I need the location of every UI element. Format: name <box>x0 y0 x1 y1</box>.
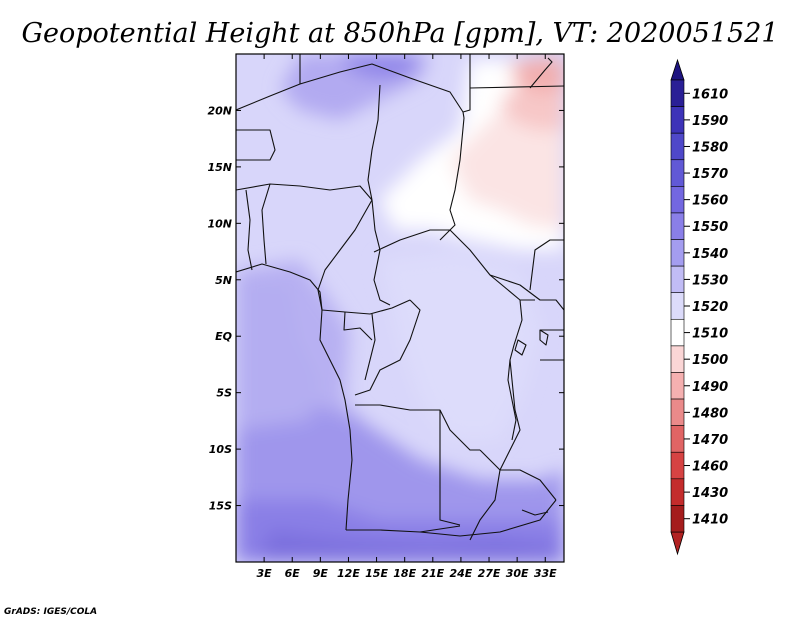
colorbar-label: 1540 <box>692 247 728 262</box>
colorbar-top-arrow <box>670 58 685 81</box>
colorbar-label: 1490 <box>692 380 728 395</box>
colorbar-swatch <box>670 478 685 506</box>
map-frame <box>235 53 565 563</box>
lon-tick-label: 12E <box>337 567 360 580</box>
colorbar-swatch <box>670 505 685 533</box>
colorbar-label: 1570 <box>692 167 728 182</box>
colorbar-swatch <box>670 345 685 373</box>
colorbar-label: 1480 <box>692 406 728 421</box>
lon-tick-label: 33E <box>534 567 557 580</box>
lon-tick-label: 21E <box>421 567 444 580</box>
lon-tick-label: 15E <box>365 567 388 580</box>
colorbar-swatch <box>670 398 685 426</box>
colorbar-swatch <box>670 159 685 187</box>
colorbar-swatch <box>670 318 685 347</box>
colorbar-label: 1460 <box>692 460 728 475</box>
colorbar-swatch <box>670 451 685 480</box>
lat-tick-label: 20N <box>207 104 232 117</box>
lon-tick-label: 18E <box>393 567 416 580</box>
colorbar-label: 1520 <box>692 300 728 315</box>
colorbar-label: 1580 <box>692 140 728 155</box>
colorbar-label: 1510 <box>692 327 728 342</box>
lon-tick-label: 6E <box>285 567 301 580</box>
colorbar-label: 1500 <box>692 353 728 368</box>
colorbar-swatch <box>670 239 685 267</box>
lat-tick-label: 5S <box>216 387 232 400</box>
lon-tick-label: 3E <box>257 567 273 580</box>
colorbar-swatch <box>670 106 685 134</box>
lon-tick-label: 24E <box>450 567 473 580</box>
colorbar-label: 1410 <box>692 513 728 528</box>
lat-tick-label: 5N <box>215 274 232 287</box>
height-field <box>236 54 564 562</box>
lon-tick-label: 30E <box>506 567 529 580</box>
lat-tick-label: 15N <box>207 161 232 174</box>
colorbar-swatch <box>670 132 685 161</box>
longitude-axis: 3E 6E 9E 12E 15E 18E 21E 24E 27E 30E 33E <box>257 54 557 580</box>
colorbar-swatch <box>670 425 685 453</box>
map-title: Geopotential Height at 850hPa [gpm], VT:… <box>21 18 778 49</box>
colorbar-swatch <box>670 212 685 240</box>
colorbar-bottom-arrow <box>670 531 685 556</box>
colorbar-label: 1550 <box>692 220 728 235</box>
colorbar-label: 1530 <box>692 273 728 288</box>
lat-tick-label: EQ <box>215 330 232 343</box>
colorbar-swatch <box>670 265 685 294</box>
lat-tick-label: 15S <box>209 500 232 513</box>
colorbar-label: 1560 <box>692 194 728 209</box>
lon-tick-label: 27E <box>478 567 501 580</box>
colorbar-label: 1470 <box>692 433 728 448</box>
colorbar-label: 1590 <box>692 114 728 129</box>
colorbar-label: 1610 <box>692 87 728 102</box>
grads-credit: GrADS: IGES/COLA <box>4 607 97 617</box>
country-borders <box>236 54 564 541</box>
colorbar-swatch <box>670 79 685 107</box>
colorbar-swatch <box>670 372 685 400</box>
latitude-axis: 20N 15N 10N 5N EQ 5S 10S 15S <box>207 104 564 513</box>
colorbar-swatch <box>670 292 685 320</box>
colorbar-swatch <box>670 186 685 214</box>
lat-tick-label: 10N <box>207 217 232 230</box>
colorbar: 1610 1590 1580 1570 1560 1550 1540 1530 1520 1510… <box>670 58 728 556</box>
colorbar-label: 1430 <box>692 486 728 501</box>
lat-tick-label: 10S <box>209 443 232 456</box>
lon-tick-label: 9E <box>313 567 329 580</box>
